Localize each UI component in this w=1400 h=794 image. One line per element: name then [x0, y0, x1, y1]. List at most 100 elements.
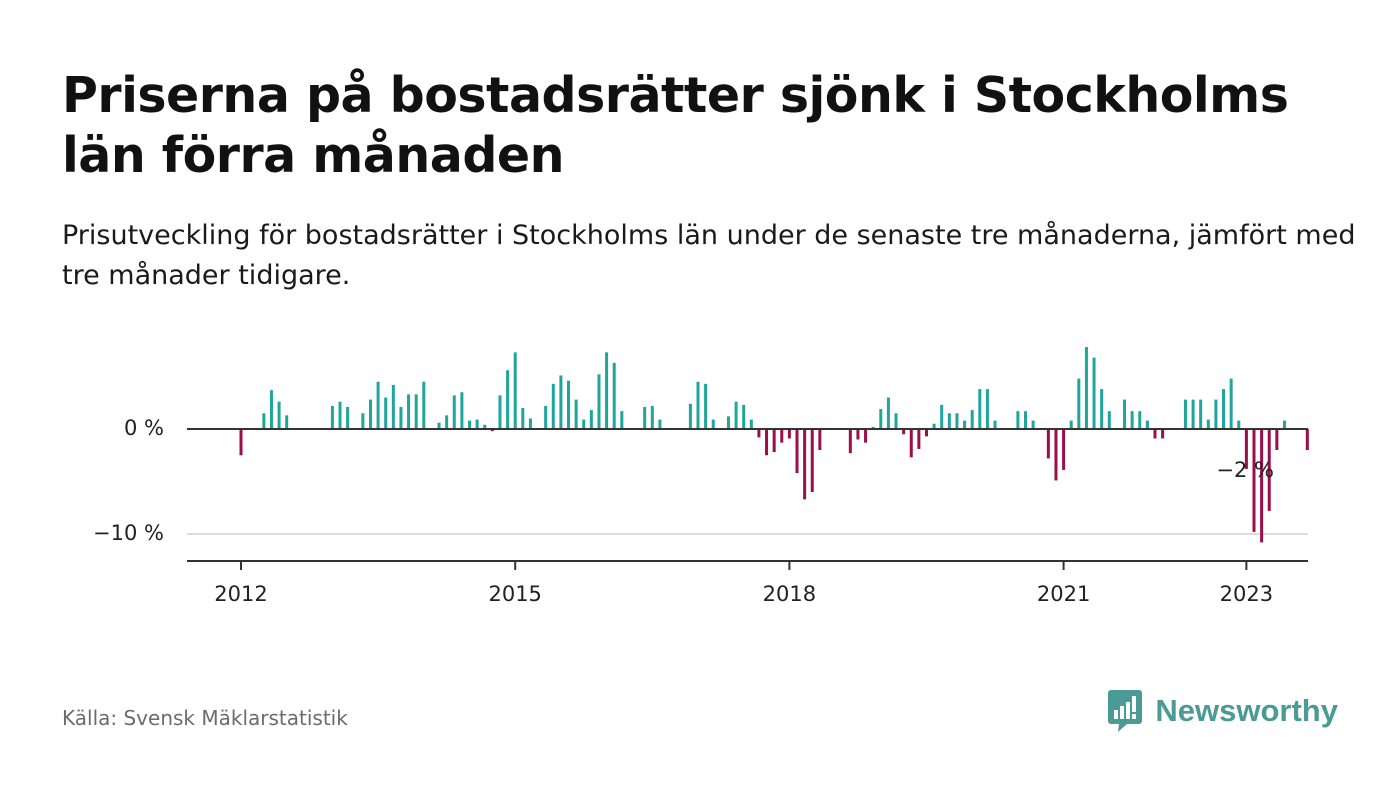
bar	[795, 429, 799, 474]
x-tick-label: 2012	[214, 582, 267, 606]
bar	[1191, 399, 1195, 429]
bar	[475, 419, 479, 429]
bar	[650, 405, 654, 429]
bar	[917, 429, 921, 449]
bar	[468, 420, 471, 429]
bars	[239, 347, 1309, 543]
bar	[506, 370, 510, 429]
bar	[597, 374, 601, 429]
bar	[810, 429, 814, 492]
bar	[909, 429, 913, 458]
bar	[513, 352, 517, 429]
bar	[490, 429, 494, 432]
bar	[879, 409, 883, 429]
bar	[856, 429, 860, 440]
bar	[460, 392, 464, 429]
bar	[1161, 429, 1165, 439]
bar	[1260, 429, 1264, 543]
bar	[848, 429, 852, 454]
bar	[346, 406, 350, 429]
bar	[277, 401, 281, 429]
bar	[269, 390, 273, 429]
bar	[407, 394, 411, 429]
bar	[1031, 420, 1035, 429]
bar	[726, 416, 730, 429]
bar	[384, 397, 388, 429]
x-tick-label: 2018	[763, 582, 816, 606]
bar	[1016, 411, 1020, 429]
bar	[1123, 399, 1127, 429]
bar	[574, 399, 578, 429]
bar	[1130, 411, 1134, 429]
bar	[589, 410, 593, 429]
bar	[894, 413, 898, 429]
bar	[582, 419, 586, 429]
bar	[528, 418, 532, 429]
bar	[285, 415, 289, 429]
bar	[658, 419, 662, 429]
bar	[772, 429, 776, 453]
bar	[1153, 429, 1157, 439]
bar	[1214, 399, 1218, 429]
bar	[1069, 420, 1073, 429]
bar	[765, 429, 769, 456]
bar	[803, 429, 807, 500]
bar	[544, 405, 548, 429]
bar	[498, 395, 502, 429]
bar	[1206, 419, 1210, 429]
bar	[239, 429, 243, 456]
bar	[970, 410, 974, 429]
bar	[1100, 389, 1104, 429]
bar	[1024, 411, 1027, 429]
bar	[787, 429, 791, 439]
bar	[521, 408, 525, 429]
x-tick-label: 2023	[1220, 582, 1273, 606]
bar	[1092, 357, 1096, 429]
bar	[1275, 429, 1279, 450]
bar	[742, 404, 746, 429]
bar	[963, 420, 967, 429]
bar	[376, 381, 380, 429]
bar	[620, 411, 624, 429]
bar	[1183, 399, 1187, 429]
bar	[871, 426, 875, 429]
axes	[187, 428, 1308, 570]
bar	[1062, 429, 1066, 470]
brand-logo: Newsworthy	[1107, 688, 1338, 734]
newsworthy-logo-icon	[1108, 690, 1143, 732]
bar	[1229, 378, 1233, 429]
bar	[559, 375, 563, 429]
bar	[886, 397, 890, 429]
bar	[567, 380, 571, 429]
bar	[1077, 378, 1081, 429]
bar	[1305, 429, 1309, 450]
bar	[368, 399, 372, 429]
bar	[1107, 411, 1111, 429]
bar	[452, 395, 456, 429]
bar	[985, 389, 989, 429]
bar	[1046, 429, 1050, 459]
bar	[924, 429, 928, 437]
x-tick-label: 2021	[1037, 582, 1090, 606]
bar	[780, 429, 784, 443]
bar	[749, 419, 753, 429]
y-tick-label: 0 %	[124, 416, 164, 440]
bar	[955, 413, 959, 429]
bar	[734, 401, 738, 429]
bar	[711, 419, 715, 429]
bar	[643, 406, 647, 429]
bar	[1252, 429, 1256, 532]
bar	[262, 413, 266, 429]
bar	[330, 405, 334, 429]
bar	[1145, 420, 1149, 429]
chart-subtitle: Prisutveckling för bostadsrätter i Stock…	[62, 220, 1356, 291]
bar	[605, 352, 609, 429]
bar	[445, 415, 449, 429]
bar	[902, 429, 906, 435]
bar	[422, 381, 426, 429]
bar	[437, 422, 441, 429]
bar	[978, 389, 982, 429]
bar	[1084, 347, 1088, 429]
bar	[757, 429, 761, 438]
bar	[483, 424, 487, 429]
